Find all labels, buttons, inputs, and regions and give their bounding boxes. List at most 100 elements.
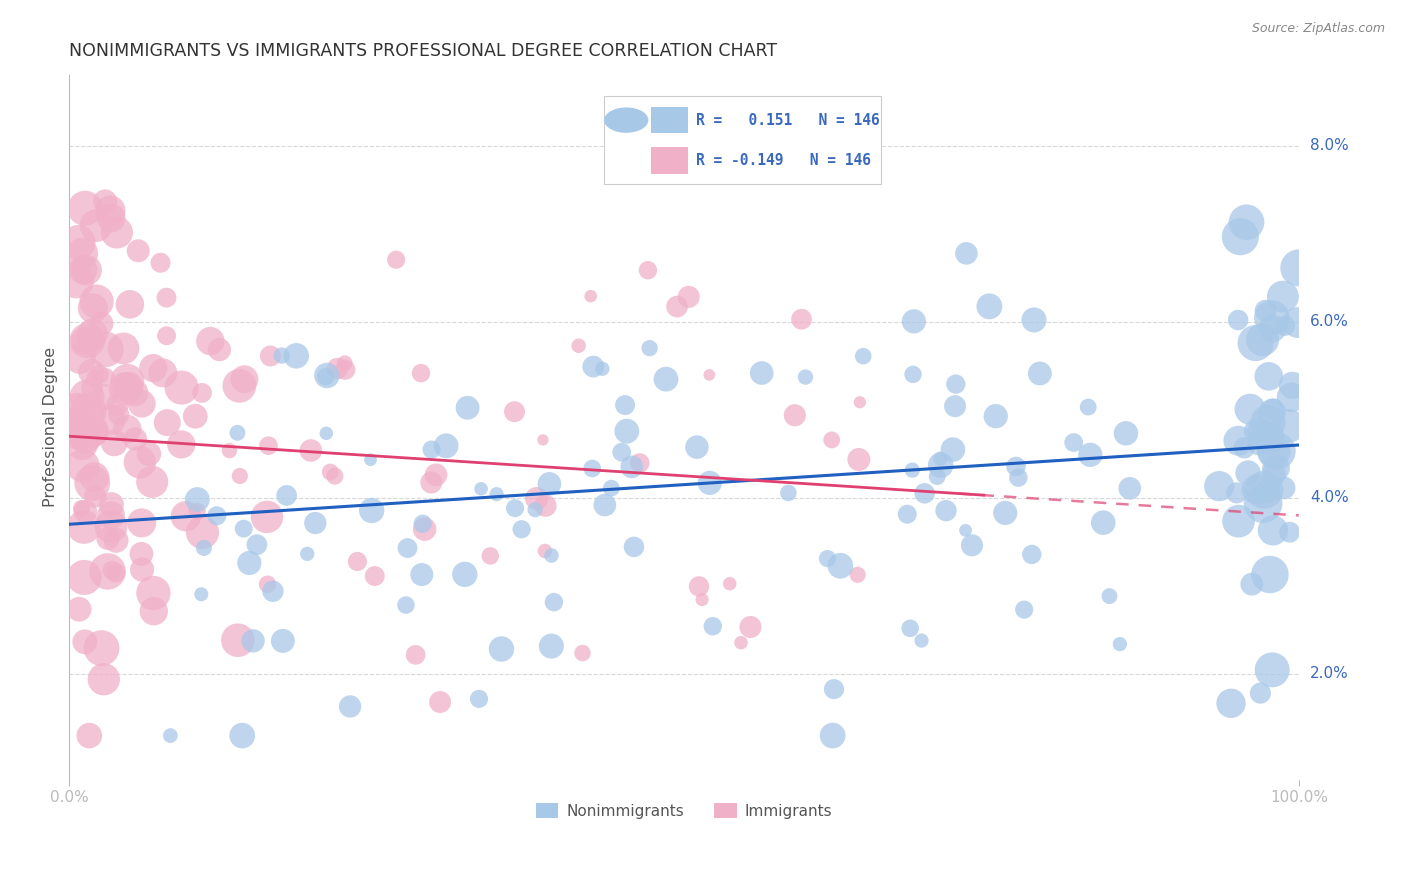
Point [72,246,94,260]
Point [226,633,249,648]
Point [790,312,813,326]
Point [821,729,844,743]
Point [76,263,98,277]
Point [688,579,710,593]
Point [718,576,741,591]
Point [1021,548,1043,562]
Point [82,476,104,491]
Point [80,381,103,395]
Point [927,469,949,483]
Point [131,562,153,576]
Point [131,516,153,530]
Point [994,506,1017,520]
Point [600,481,623,495]
Point [1278,418,1301,433]
Point [142,586,165,600]
Bar [605,96,880,185]
Point [1078,448,1101,462]
Point [190,587,212,601]
Point [740,620,762,634]
Point [170,381,193,395]
Point [1263,444,1285,458]
Point [929,451,952,466]
Point [107,398,129,412]
Point [73,520,96,534]
Point [1063,435,1085,450]
Point [138,447,160,461]
Point [101,563,124,577]
Point [1271,290,1294,304]
Point [326,361,349,376]
Point [411,567,433,582]
Point [259,349,281,363]
Point [1253,483,1275,497]
Point [568,339,591,353]
Point [1251,333,1274,347]
Point [901,368,924,382]
Point [1237,466,1260,480]
Point [1227,313,1250,327]
Point [823,682,845,697]
Point [534,544,557,558]
Point [616,424,638,438]
Circle shape [605,107,648,133]
Point [90,641,112,656]
Point [1233,441,1256,455]
Point [666,300,689,314]
Point [510,522,533,536]
Point [503,501,526,516]
Point [118,297,141,311]
Point [271,633,294,648]
Text: 2.0%: 2.0% [1310,666,1348,681]
Point [257,439,280,453]
Point [84,490,107,504]
Point [94,194,117,209]
Point [960,538,983,552]
Point [93,672,115,686]
Point [1257,416,1279,430]
Point [1257,431,1279,445]
Point [70,501,93,516]
Point [112,342,135,356]
Point [205,508,228,523]
Point [849,395,872,409]
Point [86,294,108,309]
Text: 6.0%: 6.0% [1310,314,1348,329]
Point [1227,514,1250,528]
Point [73,570,96,584]
Point [479,549,502,563]
Point [218,443,240,458]
Point [100,203,122,218]
Point [1244,336,1267,351]
Point [1261,310,1284,325]
Point [581,461,603,475]
Text: 8.0%: 8.0% [1310,138,1348,153]
Point [262,584,284,599]
Point [1258,567,1281,582]
Point [1220,696,1243,710]
Point [898,621,921,635]
Point [65,421,87,435]
Point [107,408,129,422]
Point [79,729,101,743]
Point [270,349,292,363]
Point [852,349,875,363]
Point [124,385,146,400]
Point [914,486,936,500]
Point [141,475,163,489]
Point [929,458,952,473]
Point [299,443,322,458]
Point [100,211,122,225]
Point [1077,400,1099,414]
Point [67,235,90,250]
Point [1261,406,1284,420]
Point [1029,367,1052,381]
Point [395,598,418,612]
Point [730,636,752,650]
Point [955,524,977,538]
Point [84,371,107,385]
Point [360,503,382,517]
Point [470,482,492,496]
Point [186,492,208,507]
Point [238,556,260,570]
